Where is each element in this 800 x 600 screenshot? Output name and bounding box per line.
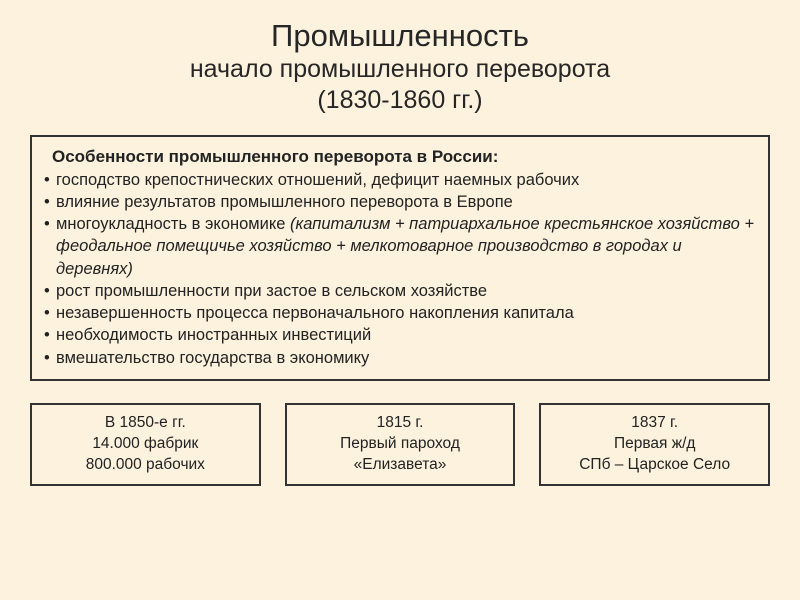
features-list: господство крепостнических отношений, де… bbox=[44, 169, 756, 369]
feature-text: влияние результатов промышленного перево… bbox=[56, 193, 513, 211]
info-box-1850s: В 1850-е гг. 14.000 фабрик 800.000 рабоч… bbox=[30, 403, 261, 486]
feature-item: необходимость иностранных инвестиций bbox=[44, 324, 756, 346]
info-boxes-row: В 1850-е гг. 14.000 фабрик 800.000 рабоч… bbox=[30, 403, 770, 486]
feature-item: незавершенность процесса первоначального… bbox=[44, 302, 756, 324]
info-box-1815: 1815 г. Первый пароход «Елизавета» bbox=[285, 403, 516, 486]
feature-item: многоукладность в экономике (капитализм … bbox=[44, 213, 756, 280]
feature-text: рост промышленности при застое в сельско… bbox=[56, 282, 487, 300]
box-line: 14.000 фабрик bbox=[40, 434, 251, 455]
box-line: 1815 г. bbox=[295, 413, 506, 434]
box-line: 800.000 рабочих bbox=[40, 455, 251, 476]
title-main: Промышленность bbox=[30, 18, 770, 54]
box-line: СПб – Царское Село bbox=[549, 455, 760, 476]
title-sub-2: (1830-1860 гг.) bbox=[30, 85, 770, 116]
box-line: В 1850-е гг. bbox=[40, 413, 251, 434]
feature-item: рост промышленности при застое в сельско… bbox=[44, 280, 756, 302]
info-box-1837: 1837 г. Первая ж/д СПб – Царское Село bbox=[539, 403, 770, 486]
feature-item: влияние результатов промышленного перево… bbox=[44, 191, 756, 213]
box-line: «Елизавета» bbox=[295, 455, 506, 476]
box-line: Первая ж/д bbox=[549, 434, 760, 455]
feature-text: незавершенность процесса первоначального… bbox=[56, 304, 574, 322]
feature-text: необходимость иностранных инвестиций bbox=[56, 326, 371, 344]
feature-item: вмешательство государства в экономику bbox=[44, 347, 756, 369]
box-line: Первый пароход bbox=[295, 434, 506, 455]
feature-text: вмешательство государства в экономику bbox=[56, 349, 369, 367]
box-line: 1837 г. bbox=[549, 413, 760, 434]
feature-text: господство крепостнических отношений, де… bbox=[56, 171, 579, 189]
feature-item: господство крепостнических отношений, де… bbox=[44, 169, 756, 191]
title-sub-1: начало промышленного переворота bbox=[30, 54, 770, 85]
features-heading: Особенности промышленного переворота в Р… bbox=[44, 147, 756, 167]
features-panel: Особенности промышленного переворота в Р… bbox=[30, 135, 770, 381]
slide-title: Промышленность начало промышленного пере… bbox=[30, 18, 770, 117]
